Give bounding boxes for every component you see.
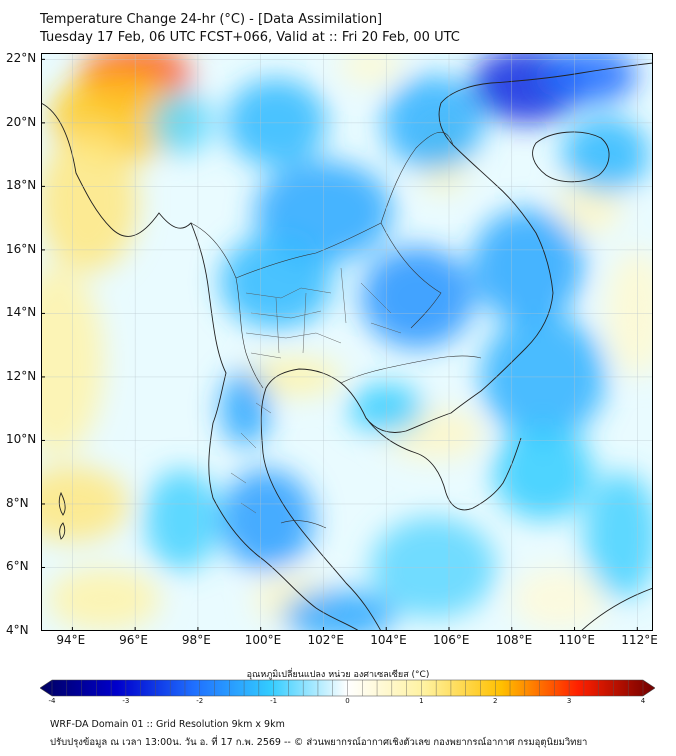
- lon-label: 98°E: [181, 633, 211, 647]
- lat-label: 4°N: [6, 623, 29, 637]
- lat-label: 22°N: [6, 51, 37, 66]
- axis-ticks: [41, 58, 638, 631]
- temperature-change-map: [41, 53, 653, 631]
- field-blob-25: [492, 424, 594, 520]
- lat-label: 16°N: [6, 241, 37, 256]
- colorbar-tick-label: 4: [640, 697, 646, 705]
- colorbar-tick-label: 0: [345, 697, 350, 705]
- lat-label: 14°N: [6, 305, 37, 320]
- border-thailand-laos: [235, 222, 442, 329]
- lon-label: 110°E: [558, 633, 596, 647]
- map-title: Temperature Change 24-hr (°C) - [Data As…: [40, 12, 383, 27]
- colorbar-minor-ticks: [51, 680, 644, 696]
- colorbar-tick-label: -4: [48, 697, 56, 705]
- coastline-andaman: [58, 491, 66, 540]
- footer-model-info: WRF-DA Domain 01 :: Grid Resolution 9km …: [50, 719, 285, 730]
- lat-label: 20°N: [6, 114, 37, 129]
- border-myanmar-thailand: [190, 222, 264, 389]
- lat-label: 8°N: [6, 495, 29, 510]
- lon-label: 102°E: [307, 633, 344, 647]
- coastline-mainland: [41, 62, 653, 631]
- map-subtitle: Tuesday 17 Feb, 06 UTC FCST+066, Valid a…: [40, 30, 460, 45]
- field-blob-21: [219, 469, 315, 571]
- footer-credit: ปรับปรุงข้อมูล ณ เวลา 13:00น. วัน อ. ที่…: [50, 737, 588, 748]
- lon-label: 112°E: [621, 633, 658, 647]
- lon-label: 106°E: [433, 633, 470, 647]
- colorbar-tick-label: -2: [196, 697, 204, 705]
- field-blob-13: [511, 567, 606, 631]
- lon-label: 108°E: [495, 633, 533, 647]
- field-blob-22: [282, 589, 396, 631]
- lat-label: 10°N: [6, 432, 37, 447]
- field-blob-2: [41, 132, 139, 273]
- field-blob-20: [219, 370, 271, 447]
- lat-label: 12°N: [6, 368, 37, 383]
- field-blob-19: [470, 208, 584, 323]
- colorbar-tick-label: 1: [419, 697, 424, 705]
- lon-label: 104°E: [370, 633, 407, 647]
- lon-label: 94°E: [56, 633, 86, 647]
- border-laos-vietnam: [380, 132, 454, 224]
- field-blob-18: [361, 246, 475, 349]
- field-blob-26: [561, 116, 650, 193]
- coastline-gulf: [365, 417, 522, 511]
- colorbar-title: อุณหภูมิเปลี่ยนแปลง หน่วย องศาเซลเซียส (…: [246, 670, 430, 680]
- field-blob-17: [219, 234, 333, 330]
- lat-label: 18°N: [6, 178, 37, 193]
- lat-label: 6°N: [6, 559, 29, 574]
- colorbar-tick-label: -1: [270, 697, 278, 705]
- colorbar-tick-label: 2: [493, 697, 498, 705]
- coastline-layer: [41, 62, 653, 631]
- lon-label: 100°E: [244, 633, 282, 647]
- graticule: [41, 53, 653, 631]
- field-blob-30: [144, 469, 220, 571]
- map-frame-border: [41, 53, 653, 631]
- field-blob-15: [543, 53, 638, 104]
- coastline-hainan: [532, 131, 610, 183]
- border-thailand-cambodia: [340, 355, 482, 384]
- lon-label: 96°E: [119, 633, 148, 647]
- coastline-borneo: [580, 587, 653, 631]
- colorbar-tick-label: -3: [122, 697, 130, 705]
- field-blob-5: [47, 567, 161, 631]
- border-malaysia: [280, 520, 327, 529]
- colorbar: [40, 679, 655, 697]
- colorbar-tick-label: 3: [566, 697, 572, 705]
